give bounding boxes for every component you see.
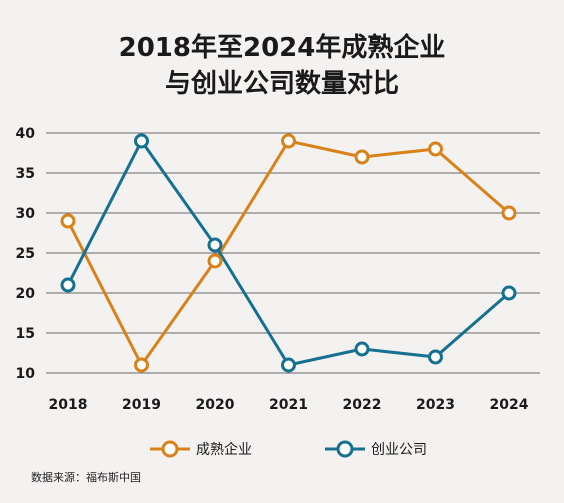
data-point-1-2020 — [207, 237, 223, 253]
data-point-1-2024 — [501, 285, 517, 301]
y-tick-label-15: 15 — [16, 326, 35, 342]
x-tick-label-2023: 2023 — [416, 397, 455, 413]
x-tick-label-2020: 2020 — [196, 397, 235, 413]
y-tick-label-35: 35 — [16, 166, 35, 182]
grid-lines — [46, 132, 540, 374]
y-tick-label-25: 25 — [16, 246, 35, 262]
y-tick-label-40: 40 — [16, 126, 36, 142]
legend: 成熟企业 创业公司 — [150, 440, 427, 458]
legend-label-1: 创业公司 — [371, 442, 427, 458]
data-point-0-2021 — [281, 133, 296, 149]
y-tick-label-10: 10 — [16, 366, 36, 382]
x-tick-label-2024: 2024 — [490, 397, 529, 413]
series-layer — [60, 133, 517, 373]
data-source-note: 数据来源：福布斯中国 — [31, 471, 141, 484]
data-point-0-2018 — [60, 213, 76, 229]
x-tick-label-2021: 2021 — [269, 397, 308, 413]
y-tick-label-30: 30 — [16, 206, 36, 222]
legend-marker-0 — [161, 440, 179, 458]
x-tick-label-2022: 2022 — [343, 397, 382, 413]
data-point-0-2020 — [207, 253, 223, 269]
x-axis-ticks: 2018 2019 2020 2021 2022 2023 2024 — [49, 397, 529, 413]
x-tick-label-2019: 2019 — [122, 397, 161, 413]
data-point-0-2019 — [134, 357, 149, 373]
chart-title-line-2: 与创业公司数量对比 — [164, 69, 399, 99]
data-point-1-2019 — [134, 133, 149, 149]
legend-marker-1 — [336, 440, 354, 458]
chart-title: 2018年至2024年成熟企业 与创业公司数量对比 — [0, 30, 564, 102]
legend-label-0: 成熟企业 — [196, 441, 252, 458]
data-point-0-2023 — [428, 141, 443, 157]
data-point-0-2022 — [354, 149, 370, 165]
x-tick-label-2018: 2018 — [49, 397, 88, 413]
data-point-1-2021 — [281, 357, 296, 373]
data-point-1-2022 — [354, 341, 370, 357]
y-tick-label-20: 20 — [16, 286, 36, 302]
y-axis-ticks: 10 15 20 25 30 35 40 — [16, 126, 36, 382]
chart-title-line-1: 2018年至2024年成熟企业 — [118, 33, 446, 63]
data-point-1-2018 — [60, 277, 76, 293]
data-point-1-2023 — [428, 349, 443, 365]
data-point-0-2024 — [501, 205, 517, 221]
